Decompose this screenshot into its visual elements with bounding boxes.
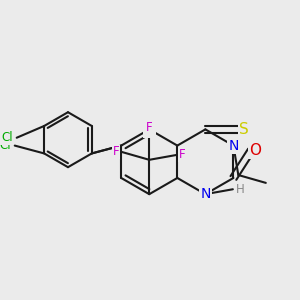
Text: F: F — [146, 121, 153, 134]
Text: H: H — [236, 183, 245, 196]
Text: N: N — [200, 187, 211, 201]
Text: F: F — [112, 146, 119, 158]
Text: Cl: Cl — [0, 139, 11, 152]
Text: O: O — [249, 143, 261, 158]
Text: S: S — [239, 122, 248, 137]
Text: F: F — [179, 148, 186, 161]
Text: N: N — [144, 122, 154, 136]
Text: N: N — [228, 139, 239, 153]
Text: Cl: Cl — [1, 131, 13, 144]
